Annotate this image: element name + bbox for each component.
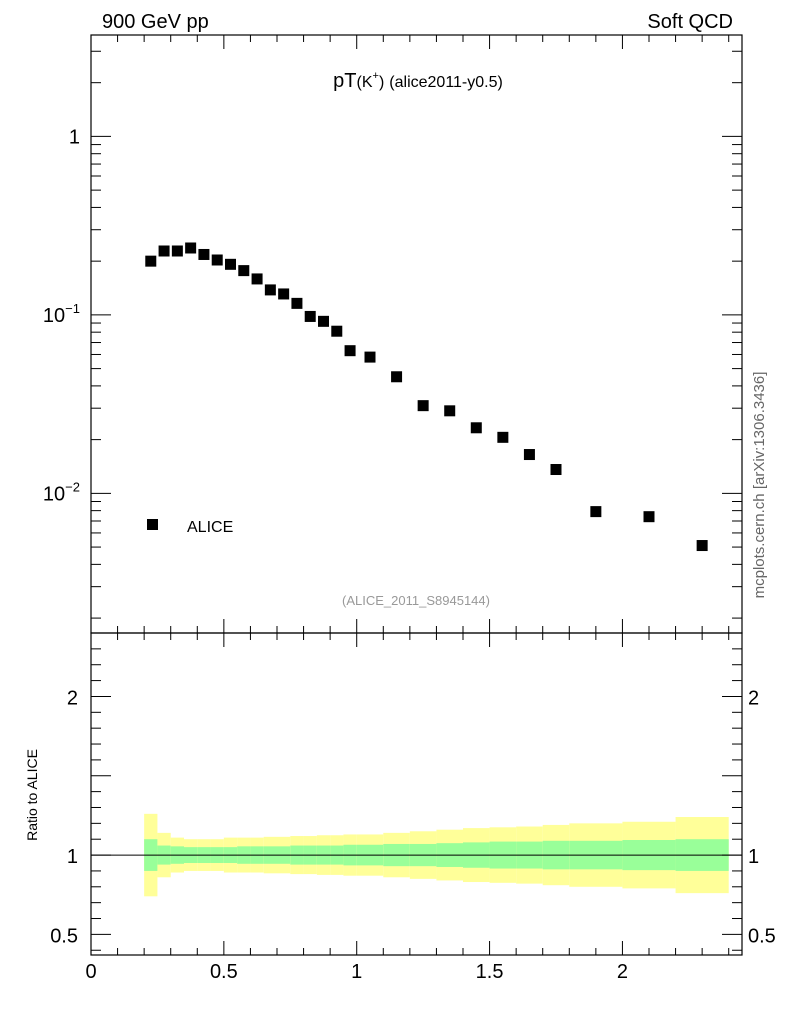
plot-title-analysis: (alice2011-y0.5) [389,74,503,91]
top-panel-ticks [90,35,742,633]
data-point [225,258,236,270]
data-markers [145,242,708,552]
ratio-y-tick-label-right: 2 [748,687,759,709]
x-tick-label: 1 [351,961,362,983]
side-credit: mcplots.cern.ch [arXiv:1306.3436] [751,372,768,599]
ratio-y-tick-label-right: 0.5 [748,925,776,947]
legend-label: ALICE [187,519,233,536]
data-point [590,506,602,518]
ratio-y-tick-label: 2 [67,687,78,709]
data-point [185,242,197,254]
bottom-panel-ticks [90,632,742,955]
data-point [158,245,170,257]
top-panel-frame [90,34,743,634]
ratio-y-tick-label-right: 1 [748,846,759,868]
x-tick-label: 0 [85,961,96,983]
data-point [278,288,290,300]
header-left: 900 GeV pp [102,11,209,33]
ratio-y-tick-label: 0.5 [50,925,78,947]
plot-title-close: ) [379,74,384,91]
ratio-y-tick-label: 1 [67,846,78,868]
plot-title-particle: (K [357,74,373,91]
data-point [364,351,376,363]
data-point [198,248,210,260]
data-point [291,297,303,309]
data-point [331,325,343,337]
legend-marker [147,519,158,530]
data-point [171,245,183,257]
header-right: Soft QCD [647,11,733,33]
plot-title-main: pT [333,70,356,92]
data-point [417,400,429,412]
tick-labels: 1 10−1 10−2 0.5 0.5 1 1 2 2 0 0.5 1 1.5 2 [43,126,776,983]
data-point [238,265,250,277]
x-tick-label: 0.5 [210,961,238,983]
data-point [145,255,157,267]
y-tick-label: 10−2 [43,479,80,505]
data-point [211,254,223,266]
plot-title-charge: + [373,70,379,82]
x-tick-label: 1.5 [476,961,504,983]
y-tick-label: 10−1 [43,301,80,327]
data-point [251,273,263,285]
data-point [523,449,535,461]
data-point [304,310,316,322]
data-point [391,371,403,383]
data-point [444,405,456,417]
plot-title: pT(K+) (alice2011-y0.5) [333,70,503,92]
data-point [497,431,509,443]
data-point [550,464,562,476]
y-tick-label: 1 [69,126,80,148]
data-point [318,315,329,327]
bottom-panel-frame [90,632,743,956]
analysis-watermark: (ALICE_2011_S8945144) [342,593,490,608]
ratio-ylabel: Ratio to ALICE [24,749,40,841]
data-point [264,284,276,296]
data-point [696,540,708,552]
ratio-bands [91,813,742,897]
data-point [470,422,482,434]
data-point [643,511,655,523]
data-point [344,345,356,357]
x-tick-label: 2 [617,961,628,983]
